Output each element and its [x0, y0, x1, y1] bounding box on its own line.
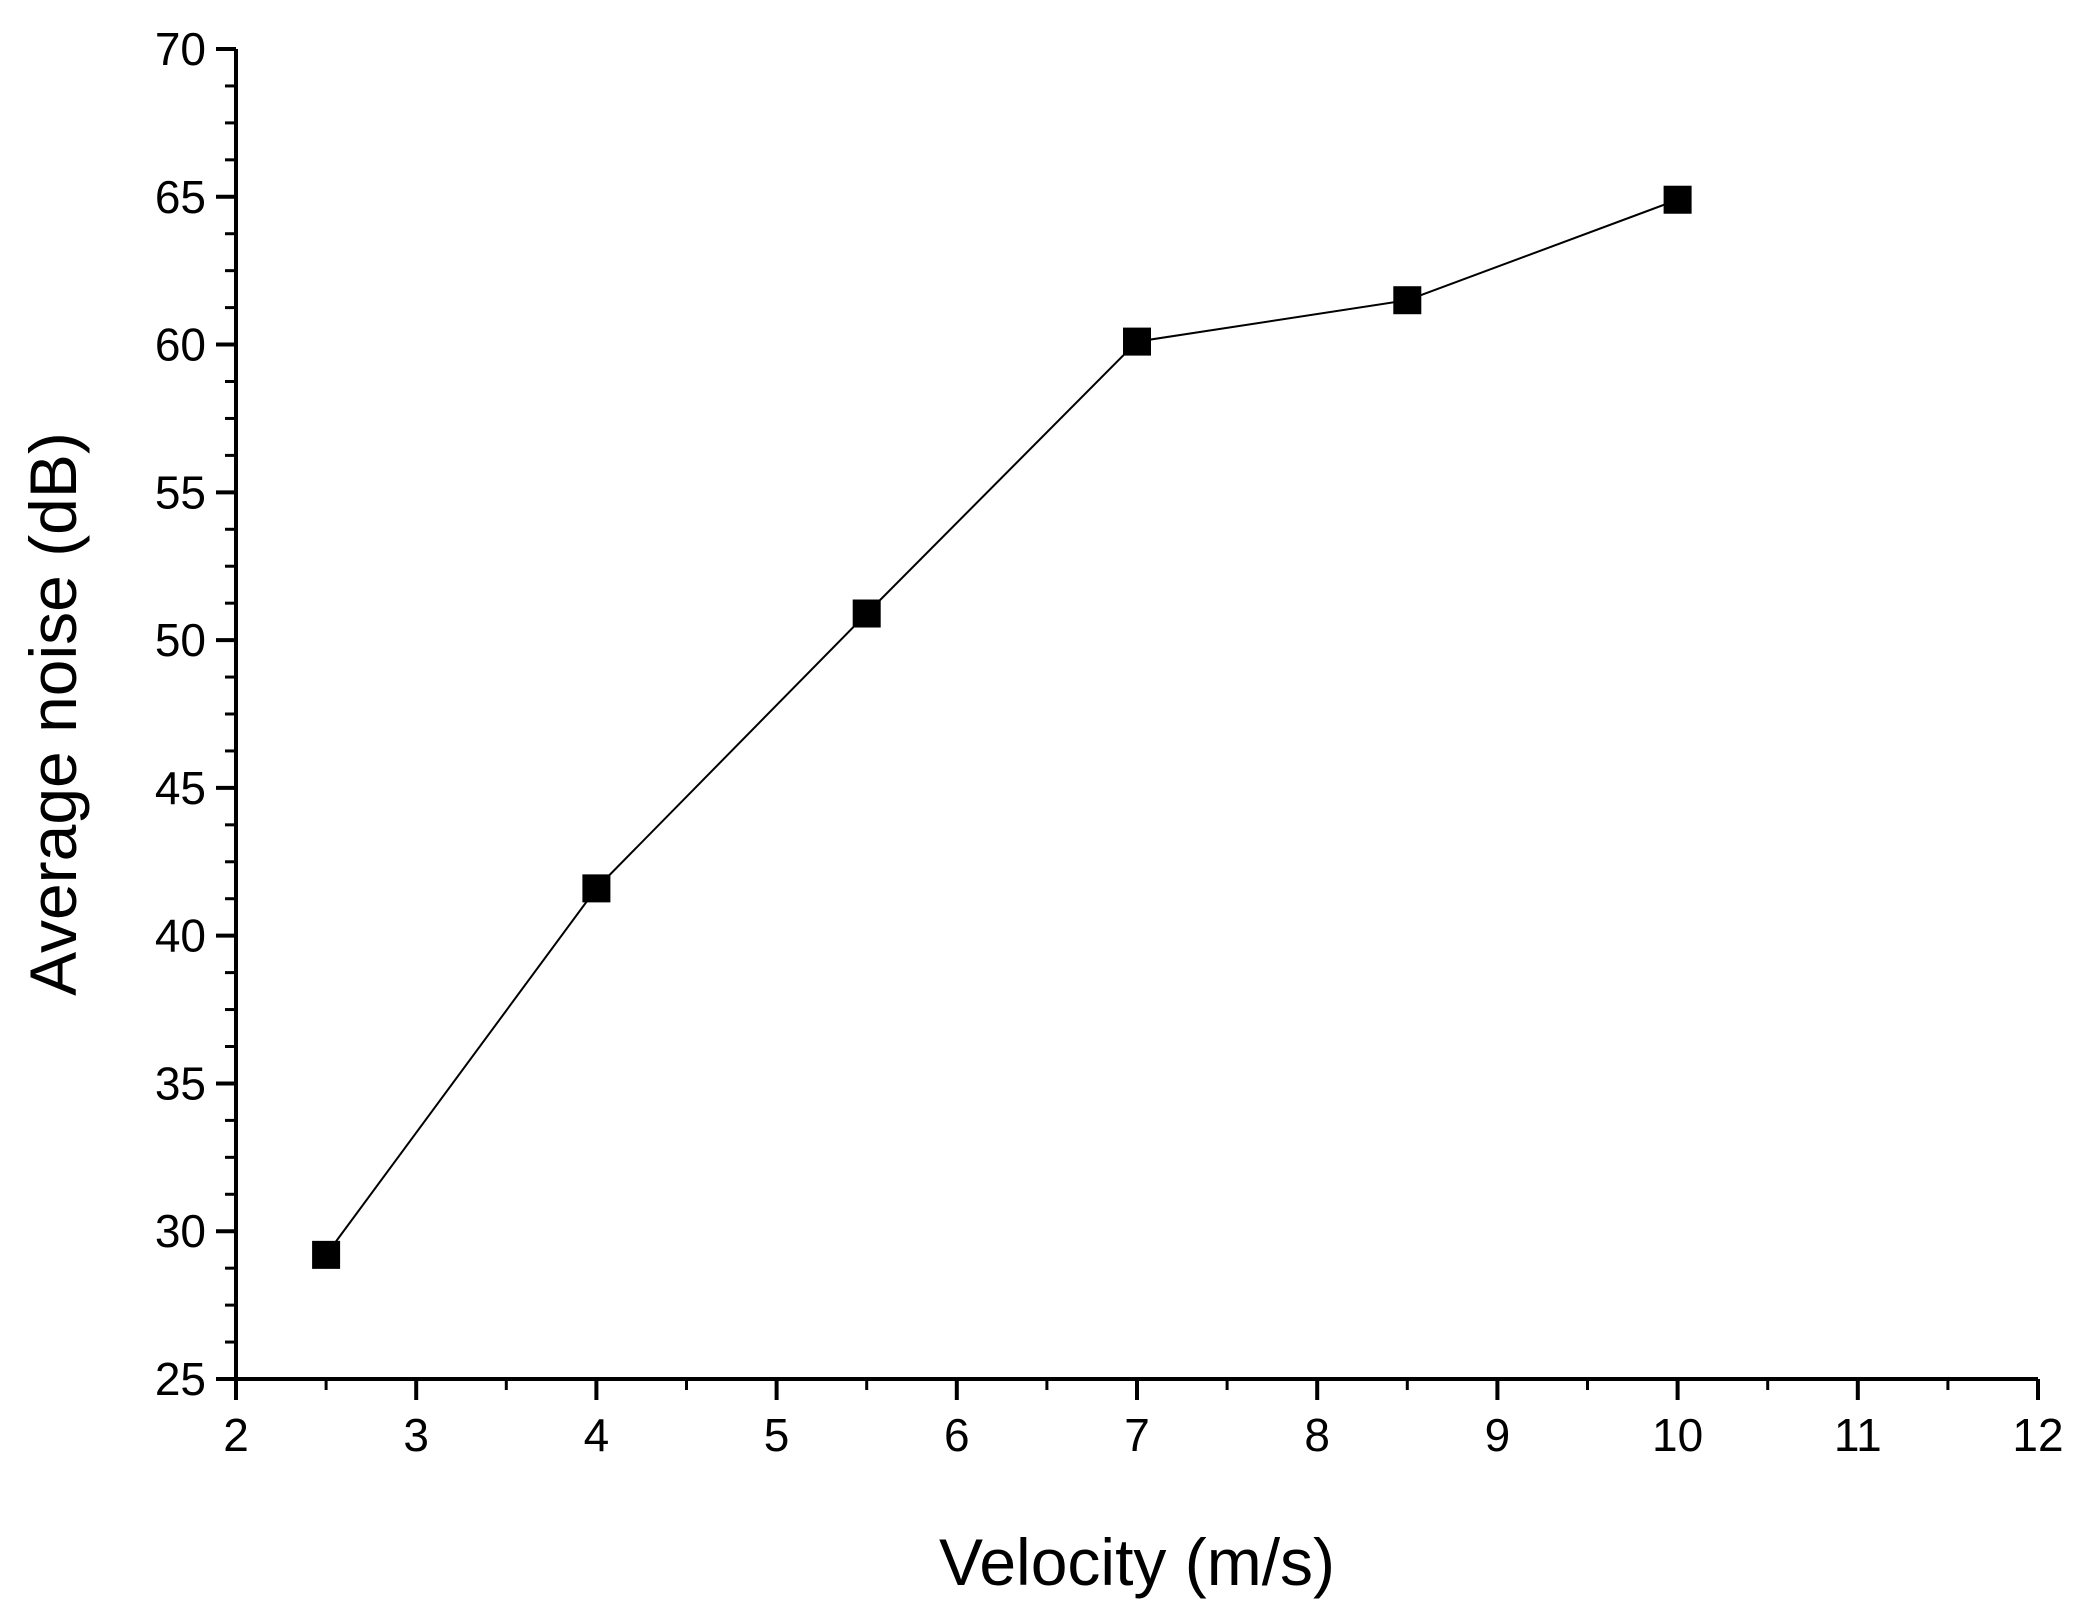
x-tick-label: 5: [764, 1409, 790, 1461]
x-tick-label: 2: [223, 1409, 249, 1461]
y-tick-label: 45: [155, 762, 206, 814]
x-tick-label: 4: [584, 1409, 610, 1461]
x-ticks: [234, 1379, 2040, 1400]
x-tick-label: 12: [2012, 1409, 2063, 1461]
y-tick-label: 60: [155, 319, 206, 371]
series-line-segment: [1136, 299, 1408, 343]
data-point-marker: [1393, 286, 1422, 315]
series-line-segment: [1406, 198, 1678, 302]
x-tick-label: 9: [1485, 1409, 1511, 1461]
x-tick-label: 3: [403, 1409, 429, 1461]
x-tick-label: 11: [1834, 1409, 1882, 1461]
x-tick-labels: 2 3 4 5 6 7 8 9 10 11 12: [223, 1409, 2063, 1461]
axes: [234, 49, 2038, 1381]
y-ticks: [216, 47, 236, 1381]
y-tick-labels: 25 30 35 40 45 50 55 60 65 70: [155, 23, 206, 1405]
y-axis-title: Average noise (dB): [16, 432, 90, 996]
y-tick-label: 30: [155, 1205, 206, 1257]
y-tick-label: 70: [155, 23, 206, 75]
y-tick-label: 25: [155, 1353, 206, 1405]
y-tick-label: 55: [155, 466, 206, 518]
series-line-segment: [865, 340, 1138, 615]
series-markers: [312, 185, 1692, 1269]
y-tick-label: 35: [155, 1057, 206, 1109]
data-point-marker: [1123, 327, 1151, 356]
series-line-segment: [595, 612, 868, 890]
x-tick-label: 6: [944, 1409, 970, 1461]
data-point-marker: [312, 1240, 341, 1269]
y-tick-label: 65: [155, 171, 206, 223]
data-point-marker: [1663, 185, 1692, 214]
x-tick-label: 8: [1304, 1409, 1330, 1461]
x-tick-label: 7: [1124, 1409, 1150, 1461]
x-tick-label: 10: [1652, 1409, 1703, 1461]
series-lines: [325, 198, 1678, 1256]
data-point-marker: [852, 599, 881, 628]
data-point-marker: [582, 874, 611, 903]
x-axis-title: Velocity (m/s): [939, 1525, 1335, 1599]
y-tick-label: 50: [155, 614, 206, 666]
series-line-segment: [325, 887, 598, 1256]
y-tick-label: 40: [155, 910, 206, 962]
